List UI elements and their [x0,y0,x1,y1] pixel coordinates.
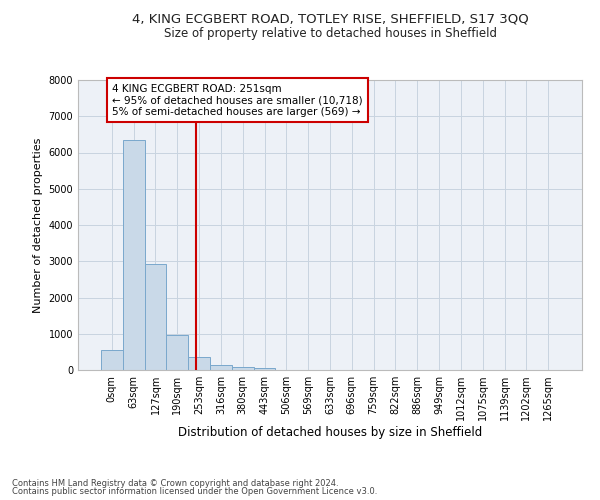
Bar [254,368,275,370]
Text: Size of property relative to detached houses in Sheffield: Size of property relative to detached ho… [163,28,497,40]
Text: Contains public sector information licensed under the Open Government Licence v3: Contains public sector information licen… [12,487,377,496]
Y-axis label: Number of detached properties: Number of detached properties [33,138,43,312]
X-axis label: Distribution of detached houses by size in Sheffield: Distribution of detached houses by size … [178,426,482,439]
Bar [232,367,254,370]
Bar [166,335,188,370]
Bar [145,264,166,370]
Text: 4 KING ECGBERT ROAD: 251sqm
← 95% of detached houses are smaller (10,718)
5% of : 4 KING ECGBERT ROAD: 251sqm ← 95% of det… [112,84,363,117]
Bar [101,350,123,370]
Bar [210,364,232,370]
Text: 4, KING ECGBERT ROAD, TOTLEY RISE, SHEFFIELD, S17 3QQ: 4, KING ECGBERT ROAD, TOTLEY RISE, SHEFF… [131,12,529,26]
Bar [188,356,210,370]
Bar [123,140,145,370]
Text: Contains HM Land Registry data © Crown copyright and database right 2024.: Contains HM Land Registry data © Crown c… [12,478,338,488]
